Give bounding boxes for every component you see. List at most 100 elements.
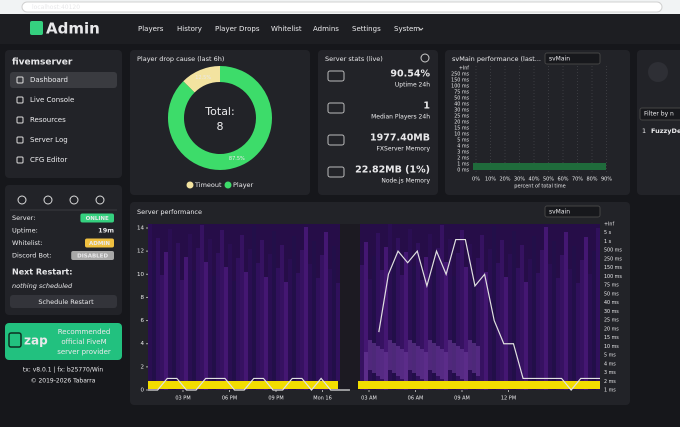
url: localhost:40120 xyxy=(32,4,80,11)
heatmap-patch xyxy=(440,349,444,379)
slice-label: 87.5% xyxy=(229,156,245,162)
nav-item[interactable]: History xyxy=(177,25,202,33)
heatmap-gap xyxy=(352,224,356,390)
svmain-band xyxy=(473,163,606,170)
heatmap-column xyxy=(400,275,404,390)
heatmap-patch xyxy=(424,352,428,382)
perf-select[interactable] xyxy=(544,205,601,218)
y-label: 10 ms xyxy=(454,132,469,138)
schedule-label[interactable]: Schedule Restart xyxy=(38,298,94,306)
heatmap-gap xyxy=(348,224,352,390)
heatmap-column xyxy=(392,261,396,390)
zap-banner[interactable] xyxy=(5,323,122,360)
nav-item[interactable]: Player Drops xyxy=(215,25,260,33)
heatmap-column xyxy=(460,230,464,390)
heatmap-column xyxy=(480,235,484,390)
nav-item[interactable]: Whitelist xyxy=(271,25,302,33)
y-tick-label: 14 xyxy=(137,226,144,232)
legend-label: Player xyxy=(233,181,254,189)
status-badge xyxy=(85,238,114,248)
y-tick-label: 0 xyxy=(141,388,145,394)
heatmap-column xyxy=(564,232,568,390)
y-right-label: 15 ms xyxy=(604,335,619,341)
svmain-select[interactable] xyxy=(544,52,601,65)
heatmap-column xyxy=(552,241,556,390)
heatmap-column xyxy=(376,233,380,390)
footer-version: tx: v8.0.1 | fx: b25770/Win xyxy=(23,367,103,374)
y-right-label: 40 ms xyxy=(604,300,619,306)
x-tick-label: 06 PM xyxy=(222,396,237,402)
filter-placeholder[interactable]: Filter by n xyxy=(644,111,674,118)
heatmap-column xyxy=(240,235,244,390)
status-value: ADMIN xyxy=(89,241,110,247)
total-label: Total: xyxy=(204,105,234,118)
stat-value: 1 xyxy=(423,101,430,112)
heatmap-column xyxy=(440,225,444,390)
heatmap-column xyxy=(200,225,204,390)
menu-icon xyxy=(16,76,24,84)
heatmap-column xyxy=(232,281,236,390)
y-tick-label: 2 xyxy=(141,364,145,370)
menu-item[interactable]: CFG Editor xyxy=(30,156,67,164)
heatmap-column xyxy=(228,244,232,390)
heatmap-column xyxy=(148,224,152,390)
menu-item[interactable]: Dashboard xyxy=(30,76,68,84)
schedule-button[interactable] xyxy=(10,295,117,308)
heatmap-column xyxy=(236,258,240,390)
nav-item[interactable]: Players xyxy=(138,25,164,33)
svmain-select-label[interactable]: svMain xyxy=(549,56,570,63)
heatmap-column xyxy=(416,243,420,390)
heatmap-column xyxy=(508,254,512,390)
nav-item[interactable]: Admins xyxy=(313,25,339,33)
x-label: 90% xyxy=(601,177,612,183)
drop-title: Player drop cause (last 6h) xyxy=(137,55,224,63)
status-value: DISABLED xyxy=(77,254,108,260)
heatmap-column xyxy=(408,229,412,390)
heatmap-column xyxy=(260,240,264,390)
heatmap-column xyxy=(540,250,544,390)
control-icon xyxy=(69,195,79,205)
heatmap-column xyxy=(312,241,316,390)
heatmap-column xyxy=(372,256,376,390)
heatmap-column xyxy=(528,259,532,390)
heatmap-column xyxy=(324,232,328,390)
y-right-label: 4 ms xyxy=(604,361,616,367)
heatmap-column xyxy=(296,273,300,390)
heatmap-column xyxy=(556,278,560,390)
heatmap-patch xyxy=(464,352,468,382)
y-right-label: 30 ms xyxy=(604,309,619,315)
nav-item[interactable]: System xyxy=(394,25,420,33)
logo: Admin xyxy=(46,20,100,38)
y-label: 25 ms xyxy=(454,114,469,120)
heatmap-column xyxy=(584,237,588,390)
heatmap-column xyxy=(500,240,504,390)
menu-item[interactable]: Server Log xyxy=(30,136,68,144)
heatmap-column xyxy=(332,246,336,390)
heatmap-column xyxy=(160,275,164,390)
heatmap-column xyxy=(268,254,272,390)
donut-slice xyxy=(168,66,272,170)
heatmap-column xyxy=(244,272,248,390)
heatmap-column xyxy=(152,261,156,390)
player-name[interactable]: FuzzyDee xyxy=(651,127,680,135)
filter-input[interactable] xyxy=(639,107,680,121)
heatmap-column xyxy=(444,262,448,390)
heatmap-column xyxy=(560,255,564,390)
logo-icon xyxy=(30,21,43,35)
x-label: 70% xyxy=(572,177,583,183)
y-label: 5 ms xyxy=(457,138,469,144)
y-label: 2 ms xyxy=(457,156,469,162)
status-label: Discord Bot: xyxy=(12,252,52,260)
perf-select-label[interactable]: svMain xyxy=(549,209,570,216)
nav-item[interactable]: Settings xyxy=(352,25,381,33)
heatmap-patch xyxy=(408,340,412,370)
slice-label: 12.5% xyxy=(195,75,211,81)
menu-item[interactable]: Resources xyxy=(30,116,66,124)
stat-label: Median Players 24h xyxy=(371,114,430,121)
status-label: Whitelist: xyxy=(12,239,43,247)
gauge-icon xyxy=(420,53,430,63)
heatmap-column xyxy=(492,226,496,390)
heatmap-patch xyxy=(436,346,440,376)
stat-label: Node.js Memory xyxy=(381,178,430,185)
menu-item[interactable]: Live Console xyxy=(30,96,74,104)
